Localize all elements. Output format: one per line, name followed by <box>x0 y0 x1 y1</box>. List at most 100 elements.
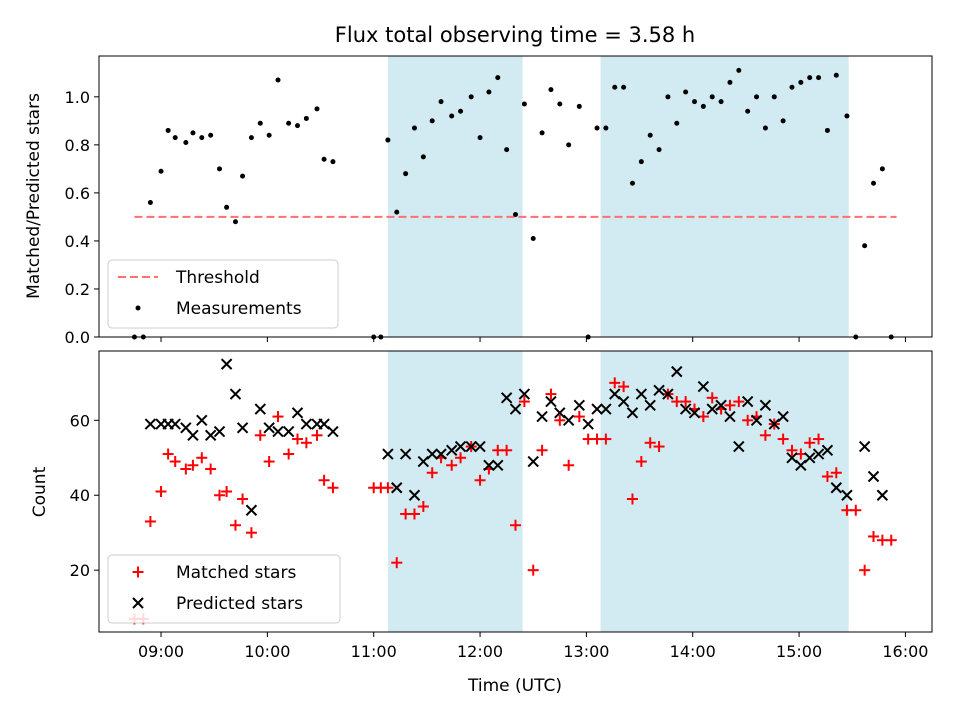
predicted-star-point <box>518 388 531 400</box>
measurement-point <box>208 132 214 138</box>
matched-star-point <box>283 448 295 460</box>
measurement-point <box>718 99 724 105</box>
top-legend-label: Threshold <box>175 268 260 288</box>
measurement-point <box>548 87 554 93</box>
measurement-point <box>736 67 742 73</box>
predicted-star-point <box>196 414 208 427</box>
top-y-axis-label: Matched/Predicted stars <box>24 93 44 299</box>
matched-star-point <box>292 433 304 445</box>
matched-star-point <box>813 433 825 445</box>
predicted-star-point <box>435 448 447 460</box>
matched-star-point <box>850 504 862 516</box>
measurement-point <box>495 75 501 81</box>
measurement-point <box>576 103 582 109</box>
measurement-point <box>566 142 572 148</box>
measurement-point <box>158 168 164 174</box>
measurement-point <box>871 180 877 186</box>
matched-star-point <box>759 429 771 441</box>
top-axes-frame <box>98 55 933 338</box>
x-tick-label: 09:00 <box>138 642 184 661</box>
predicted-star-point <box>229 388 242 400</box>
predicted-star-point <box>821 444 834 456</box>
predicted-star-point <box>573 399 586 412</box>
matched-star-point <box>245 527 257 539</box>
x-tick-label: 16:00 <box>882 642 928 661</box>
matched-star-point <box>563 459 575 471</box>
measurement-point <box>477 135 483 141</box>
measurement-point <box>275 77 281 83</box>
measurement-point <box>665 94 671 100</box>
bottom-y-tick-label: 40 <box>70 486 90 505</box>
matched-star-point <box>777 433 789 445</box>
top-legend-label: Measurements <box>176 299 302 319</box>
measurement-point <box>248 135 254 141</box>
predicted-star-point <box>236 422 249 434</box>
predicted-star-point <box>204 429 217 442</box>
matched-star-point <box>221 486 233 497</box>
measurement-point <box>190 130 196 136</box>
top-legend-swatch <box>135 305 141 311</box>
measurement-point <box>468 94 474 100</box>
predicted-star-point <box>327 425 339 438</box>
predicted-star-point <box>454 440 467 453</box>
matched-star-point <box>804 437 816 449</box>
matched-star-point <box>474 474 486 486</box>
matched-star-point <box>510 519 521 531</box>
matched-star-point <box>446 459 458 471</box>
predicted-star-point <box>662 388 674 400</box>
predicted-star-point <box>282 425 295 438</box>
matched-star-point <box>318 474 330 486</box>
matched-star-point <box>417 500 429 512</box>
bottom-legend-swatch <box>132 597 144 609</box>
measurement-point <box>727 79 733 85</box>
predicted-star-point <box>688 407 701 419</box>
measurement-point <box>530 236 536 242</box>
predicted-star-point <box>272 425 284 438</box>
predicted-star-point <box>858 440 871 453</box>
measurement-point <box>612 84 618 90</box>
matched-star-point <box>868 530 880 542</box>
measurement-point <box>438 99 444 105</box>
measurement-point <box>683 89 689 95</box>
matched-star-point <box>162 448 174 460</box>
measurement-point <box>585 334 591 340</box>
legends: Threshold Measurements Matched stars Predic… <box>107 259 341 624</box>
measurement-point <box>147 200 153 206</box>
matched-star-point <box>196 452 208 464</box>
shaded-intervals <box>387 56 849 632</box>
data-marks <box>128 67 897 625</box>
matched-star-point <box>545 388 557 400</box>
top-legend: Threshold Measurements <box>107 259 339 329</box>
measurement-point <box>771 94 777 100</box>
predicted-star-point <box>715 399 727 412</box>
measurement-point <box>330 159 336 165</box>
predicted-star-point <box>391 482 403 494</box>
predicted-star-point <box>545 395 557 408</box>
predicted-star-point <box>759 399 772 412</box>
predicted-star-point <box>617 395 630 408</box>
top-y-tick-label: 0.0 <box>65 328 90 347</box>
predicted-star-point <box>591 403 603 415</box>
measurement-point <box>638 159 644 165</box>
axes-frames <box>98 55 933 633</box>
bottom-y-tick-label: 60 <box>70 411 90 430</box>
bottom-axes-frame <box>98 350 933 633</box>
top-y-tick-label: 0.6 <box>65 184 90 203</box>
matched-star-point <box>573 411 585 423</box>
predicted-star-point <box>291 407 304 419</box>
ticks: 0.0 0.2 0.4 0.6 0.8 1.0 20 40 60 09:00 10:00 11:00 1… <box>65 88 929 661</box>
matched-star-point <box>733 396 745 408</box>
measurement-point <box>745 108 751 114</box>
top-shaded-interval-0 <box>387 56 523 337</box>
matched-star-point <box>786 444 798 456</box>
measurement-point <box>780 118 786 124</box>
measurement-point <box>217 166 223 172</box>
matched-star-point <box>618 381 630 393</box>
predicted-star-point <box>263 422 275 434</box>
matched-star-point <box>263 456 275 468</box>
matched-star-point <box>408 508 420 520</box>
predicted-star-point <box>465 440 477 453</box>
measurement-point <box>807 75 813 81</box>
measurement-point <box>183 139 189 145</box>
predicted-star-point <box>492 459 504 471</box>
